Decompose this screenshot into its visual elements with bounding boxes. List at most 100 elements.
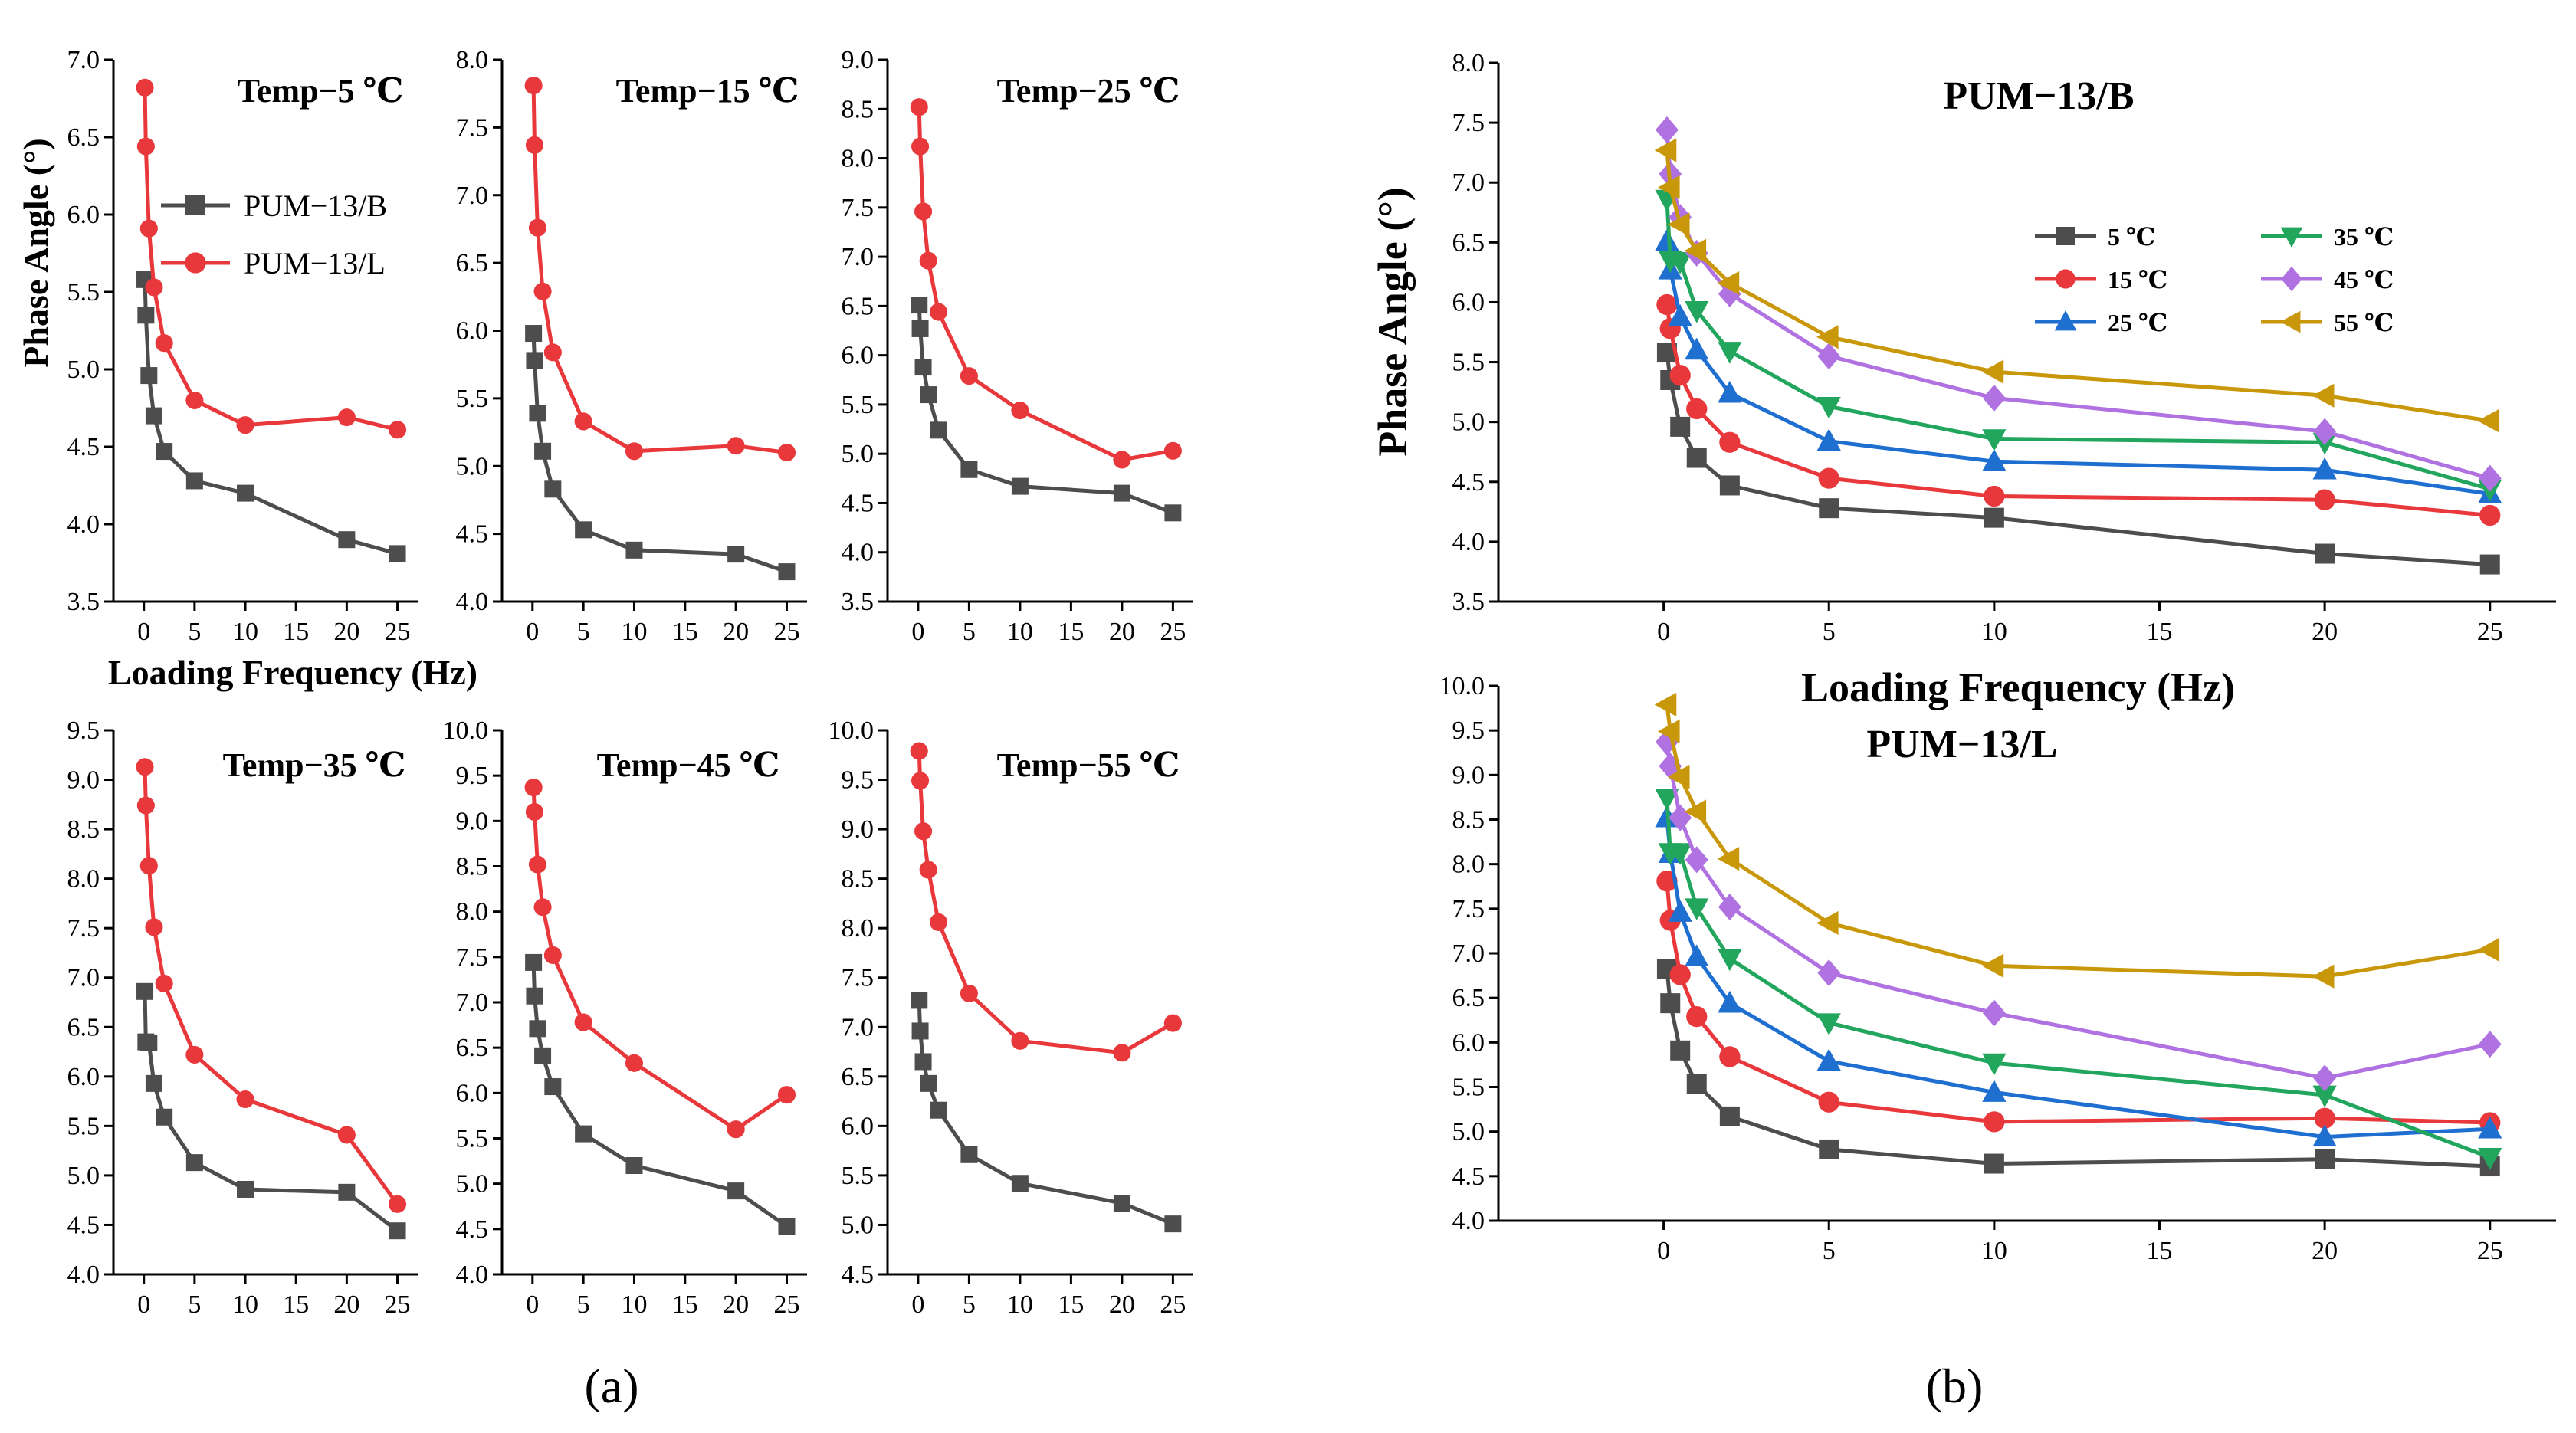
y-tick-label: 5.0 <box>1452 408 1485 437</box>
data-point <box>1667 765 1690 789</box>
x-tick-label: 0 <box>911 1290 924 1319</box>
data-point <box>1819 498 1839 519</box>
legend: PUM−13/B PUM−13/L <box>161 189 387 280</box>
legend-label: 15 ℃ <box>2108 266 2167 293</box>
data-point <box>2479 504 2501 526</box>
y-tick-label: 10.0 <box>1439 672 1485 700</box>
data-point <box>1719 431 1741 453</box>
data-point <box>1684 799 1707 824</box>
data-point <box>1818 1091 1839 1113</box>
data-point <box>920 386 937 404</box>
y-tick-label: 8.5 <box>1452 806 1485 835</box>
data-point <box>960 984 978 1002</box>
data-point <box>155 974 173 993</box>
data-point <box>543 343 562 362</box>
x-tick-label: 5 <box>188 618 201 646</box>
data-point <box>1816 428 1841 451</box>
data-point <box>1113 484 1130 502</box>
data-point <box>237 1180 254 1198</box>
data-point <box>914 359 932 376</box>
chart-title: PUM−13/B <box>1943 74 2134 118</box>
data-point <box>625 1054 644 1072</box>
x-tick-label: 10 <box>232 618 258 646</box>
data-point <box>1982 384 2006 412</box>
y-tick-label: 7.0 <box>842 1013 875 1041</box>
data-point <box>930 421 947 439</box>
chart-panel-7: 3.5 4.0 4.5 5.0 5.5 6.0 6.5 7.0 7.5 8.0 0 5 10 15 20 25… <box>1370 49 2556 710</box>
x-tick-label: 20 <box>1109 618 1135 646</box>
y-tick-label: 6.5 <box>1452 228 1485 257</box>
data-point <box>1669 964 1691 985</box>
data-point <box>1113 451 1131 469</box>
data-point <box>525 802 544 821</box>
y-tick-label: 8.5 <box>67 815 100 844</box>
y-tick-label: 8.5 <box>842 95 875 123</box>
data-point <box>534 1047 552 1064</box>
chart-panel-2: 4.0 4.5 5.0 5.5 6.0 6.5 7.0 7.5 8.0 0 5 10 15 20 25 Tem… <box>456 46 807 646</box>
data-point <box>1668 303 1692 326</box>
series-line-pum-13-b <box>143 279 399 556</box>
y-tick-label: 7.0 <box>456 182 489 210</box>
data-point <box>911 992 928 1009</box>
x-tick-label: 20 <box>2312 1237 2338 1265</box>
legend: 5 ℃ 15 ℃ 25 ℃ 35 ℃ 45 ℃ 55 ℃ <box>2035 223 2394 336</box>
data-point <box>1718 893 1741 921</box>
data-point <box>727 1182 745 1200</box>
legend-marker <box>2280 227 2303 248</box>
data-point <box>136 796 155 815</box>
legend-marker <box>2056 269 2076 289</box>
y-tick-label: 5.0 <box>67 1162 100 1190</box>
data-point <box>337 408 356 427</box>
data-point <box>1981 953 2004 978</box>
y-tick-label: 7.5 <box>456 113 489 142</box>
y-tick-label: 8.0 <box>1452 851 1485 879</box>
data-point <box>2478 1148 2502 1170</box>
data-point <box>1670 1040 1691 1061</box>
y-tick-label: 6.0 <box>842 342 875 370</box>
series-line-pum-13-b <box>531 333 788 574</box>
x-axis-label: Loading Frequency (Hz) <box>1801 664 2235 710</box>
data-point <box>1669 365 1691 386</box>
chart-panel-8: 4.0 4.5 5.0 5.5 6.0 6.5 7.0 7.5 8.0 8.5 9.0 9.5 10.0… <box>1439 672 2556 1265</box>
x-tick-label: 5 <box>963 618 976 646</box>
data-point <box>1686 1074 1707 1095</box>
data-point <box>1718 949 1742 972</box>
y-tick-label: 4.5 <box>456 520 489 549</box>
data-point <box>2313 1064 2337 1092</box>
y-tick-label: 7.5 <box>842 964 875 992</box>
legend-label: 55 ℃ <box>2334 309 2394 336</box>
data-point <box>544 1078 562 1096</box>
y-tick-label: 8.0 <box>456 898 489 926</box>
series-line-25- <box>1665 817 2490 1140</box>
data-point <box>525 325 543 343</box>
y-tick-label: 4.0 <box>456 1261 489 1289</box>
y-tick-label: 7.0 <box>67 964 100 992</box>
data-point <box>2314 1107 2335 1129</box>
data-point <box>1818 467 1839 489</box>
x-tick-label: 0 <box>137 1290 150 1319</box>
data-point <box>2312 457 2337 480</box>
data-point <box>529 1020 546 1038</box>
legend-marker <box>185 195 205 215</box>
data-point <box>575 1125 592 1143</box>
y-tick-label: 5.0 <box>456 452 489 480</box>
data-point <box>1718 342 1742 364</box>
y-tick-label: 4.5 <box>67 433 100 461</box>
data-point <box>185 472 203 490</box>
chart-title: Temp−35 ℃ <box>223 746 406 784</box>
data-point <box>1113 1195 1130 1212</box>
data-point <box>145 1074 162 1092</box>
x-tick-label: 0 <box>526 618 539 646</box>
legend-label: 25 ℃ <box>2108 309 2167 336</box>
y-tick-label: 4.0 <box>456 588 489 616</box>
x-tick-label: 5 <box>577 618 590 646</box>
y-tick-label: 6.5 <box>1452 984 1485 1012</box>
data-point <box>2312 964 2335 989</box>
chart-title: Temp−55 ℃ <box>997 746 1180 784</box>
x-tick-label: 25 <box>773 1290 799 1319</box>
data-point <box>960 461 978 478</box>
y-tick-label: 8.5 <box>842 865 875 894</box>
legend-label: 35 ℃ <box>2334 223 2394 251</box>
caption-b: (b) <box>1926 1359 1984 1413</box>
